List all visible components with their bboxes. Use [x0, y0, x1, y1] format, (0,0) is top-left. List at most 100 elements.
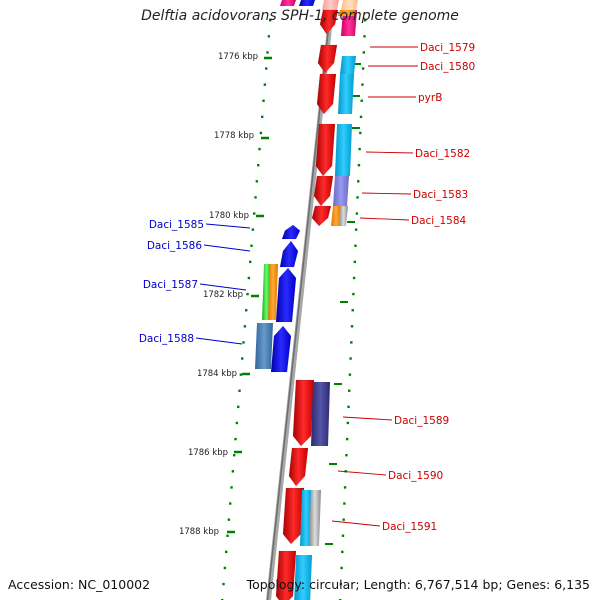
scale-dot	[262, 99, 265, 102]
gene-leader-line	[195, 337, 243, 345]
scale-dot	[229, 502, 232, 505]
scale-dot	[263, 83, 267, 86]
gene-label: Daci_1587	[143, 279, 198, 291]
scale-dot	[257, 164, 260, 167]
topology-label: Topology: circular; Length: 6,767,514 bp…	[246, 577, 590, 592]
scale-dot	[245, 309, 248, 312]
feature-block	[341, 10, 357, 36]
scale-dot	[348, 373, 352, 376]
gene-arrow-forward	[315, 123, 336, 177]
tick-label: 1780 kbp	[209, 211, 249, 221]
feature-block	[333, 176, 349, 206]
gene-leader-line	[359, 217, 410, 221]
gene-label: Daci_1590	[388, 470, 443, 482]
gene-label: Daci_1591	[382, 521, 437, 533]
scale-dot	[363, 35, 366, 38]
right-scale-track	[339, 19, 367, 600]
gene-leader-line	[331, 520, 381, 527]
tick-label: 1786 kbp	[188, 448, 228, 458]
scale-dot	[238, 389, 241, 392]
scale-dot	[355, 212, 359, 215]
gene-label: Daci_1589	[394, 415, 449, 427]
scale-dot	[234, 437, 237, 441]
scale-dot	[261, 115, 264, 119]
gene-label: pyrB	[418, 92, 442, 104]
scale-dot	[361, 67, 365, 70]
scale-dot	[356, 196, 359, 199]
accession-label: Accession: NC_010002	[8, 577, 151, 592]
scale-dot	[237, 405, 240, 409]
gene-label: Daci_1579	[420, 42, 475, 54]
feature-block	[338, 10, 356, 16]
scale-dot	[343, 486, 347, 489]
gene-label: Daci_1588	[139, 333, 194, 345]
scale-dot	[361, 83, 364, 86]
gene-leader-line	[365, 151, 414, 154]
scale-dot	[341, 534, 345, 537]
gene-arrow-forward	[313, 175, 334, 207]
scale-dot	[359, 115, 363, 119]
scale-dot	[357, 180, 360, 183]
scale-dot	[266, 51, 269, 54]
scale-dot	[357, 164, 361, 167]
scale-dot	[226, 534, 229, 537]
scale-dot	[241, 357, 244, 360]
scale-dot	[364, 19, 367, 22]
gene-arrow-forward	[275, 550, 297, 600]
scale-dot	[231, 470, 235, 473]
feature-block	[280, 0, 296, 6]
scale-dot	[346, 421, 350, 425]
tick-label: 1778 kbp	[214, 131, 254, 141]
scale-dot	[354, 244, 357, 247]
scale-dot	[339, 582, 343, 586]
scale-dot	[267, 35, 271, 38]
scale-dot	[340, 566, 343, 570]
scale-dot	[353, 260, 356, 264]
scale-dot	[352, 292, 355, 296]
gene-label: Daci_1580	[420, 61, 475, 73]
feature-block	[311, 382, 330, 446]
scale-dot	[362, 51, 366, 54]
gene-leader-line	[205, 223, 251, 229]
gene-arrow-reverse	[281, 224, 301, 240]
gene-leader-line	[342, 416, 393, 421]
scale-dot	[222, 582, 225, 586]
gene-leader-line	[361, 192, 412, 195]
gene-arrow-forward	[288, 447, 309, 487]
feature-block	[341, 0, 358, 10]
scale-dot	[223, 566, 227, 570]
scale-dot	[227, 518, 231, 521]
gene-arrow-forward	[282, 487, 305, 545]
gene-arrow-forward	[292, 379, 315, 447]
feature-block	[339, 206, 348, 226]
scale-dot	[350, 325, 354, 328]
gene-leader-line	[337, 470, 387, 476]
scale-dot	[259, 131, 263, 135]
scale-dot	[233, 454, 236, 457]
tick-label: 1784 kbp	[197, 369, 237, 379]
scale-dot	[352, 276, 356, 280]
gene-label: Daci_1583	[413, 189, 468, 201]
scale-dot	[230, 486, 233, 489]
scale-dot	[350, 341, 353, 344]
scale-dot	[265, 67, 268, 70]
scale-dot	[253, 212, 256, 215]
scale-dot	[360, 99, 363, 102]
scale-dot	[347, 405, 350, 409]
feature-block	[300, 490, 312, 546]
gene-label: Daci_1582	[415, 148, 470, 160]
gene-label: Daci_1584	[411, 215, 467, 227]
gene-arrow-forward	[316, 73, 337, 115]
scale-dot	[242, 341, 245, 344]
gene-arrow-reverse	[270, 325, 292, 373]
scale-dot	[251, 228, 255, 231]
gene-label: Daci_1585	[149, 219, 204, 231]
scale-dot	[358, 147, 361, 151]
scale-dot	[342, 518, 345, 521]
gene-label: Daci_1586	[147, 240, 203, 252]
scale-dot	[341, 550, 344, 554]
feature-block	[335, 124, 352, 176]
scale-dot	[255, 180, 259, 183]
scale-dot	[345, 454, 348, 457]
